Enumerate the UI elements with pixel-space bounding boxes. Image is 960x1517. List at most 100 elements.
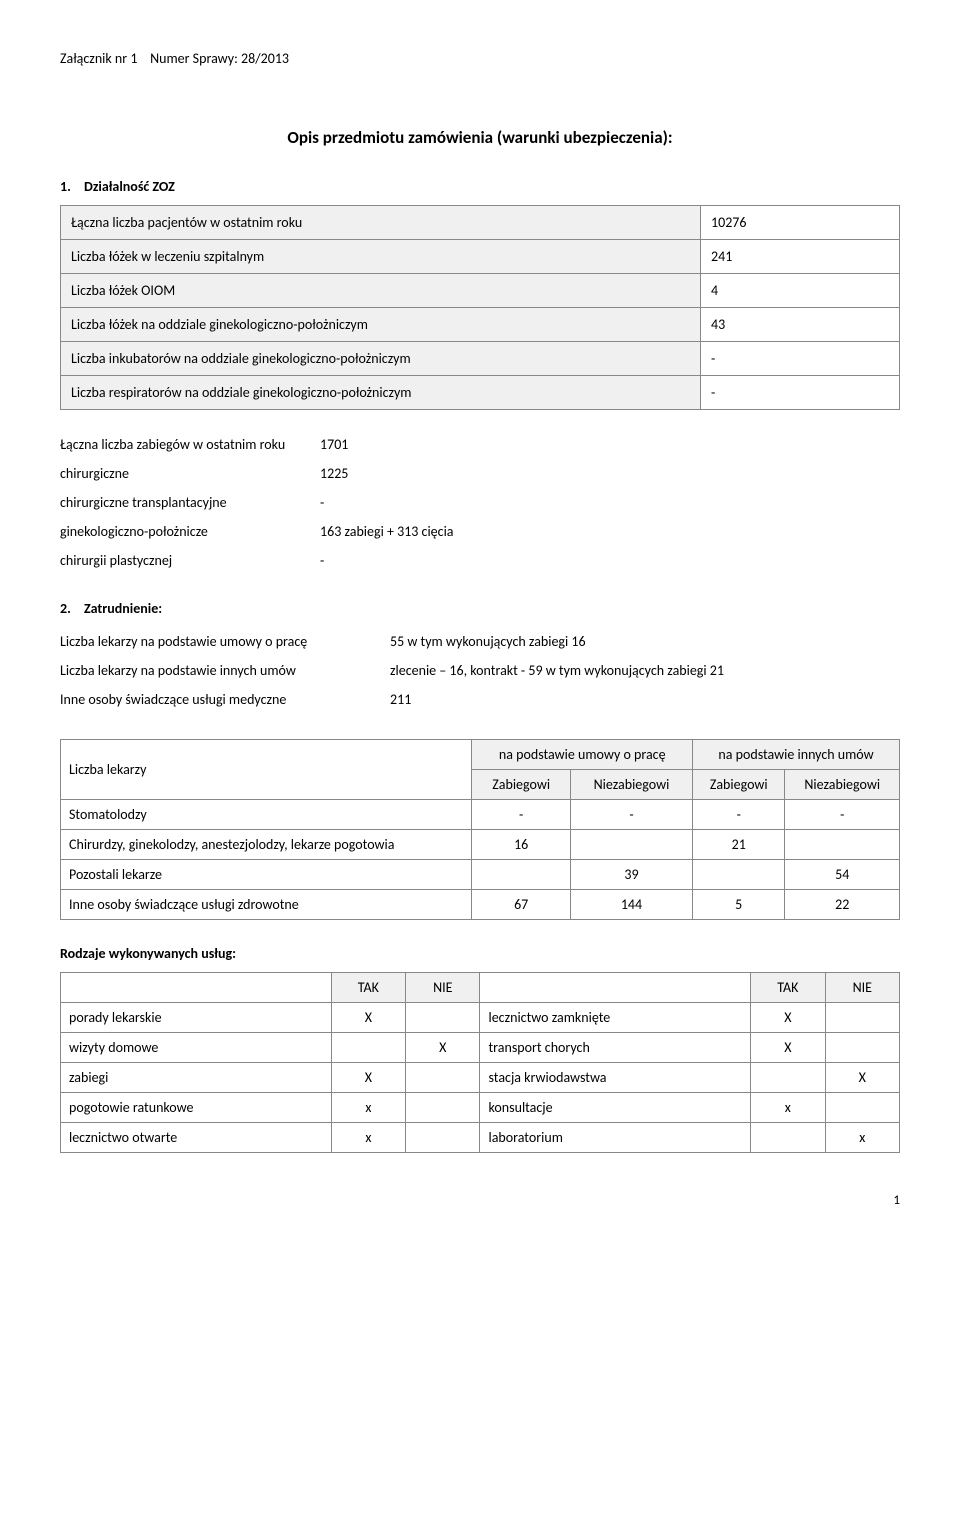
list-item-label: ginekologiczno-położnicze bbox=[60, 523, 320, 540]
table-cell: X bbox=[406, 1033, 480, 1063]
table-cell: - bbox=[570, 800, 692, 830]
table-cell-label: Liczba łóżek na oddziale ginekologiczno-… bbox=[61, 308, 701, 342]
table-cell: - bbox=[693, 800, 785, 830]
table-cell: Chirurdzy, ginekolodzy, anestezjolodzy, … bbox=[61, 830, 472, 860]
case-number: 28/2013 bbox=[241, 50, 289, 67]
services-nie-2: NIE bbox=[825, 973, 899, 1003]
table-cell bbox=[406, 1123, 480, 1153]
table-row: Łączna liczba pacjentów w ostatnim roku1… bbox=[61, 206, 900, 240]
case-label: Numer Sprawy: bbox=[150, 50, 238, 67]
table-cell bbox=[693, 860, 785, 890]
table-cell: transport chorych bbox=[480, 1033, 751, 1063]
table-cell bbox=[825, 1033, 899, 1063]
list-item-value: 1225 bbox=[320, 465, 520, 482]
list-item-label: chirurgii plastycznej bbox=[60, 552, 320, 569]
list-item-value: 1701 bbox=[320, 436, 520, 453]
table-row: Liczba inkubatorów na oddziale ginekolog… bbox=[61, 342, 900, 376]
table-row: porady lekarskieXlecznictwo zamknięteX bbox=[61, 1003, 900, 1033]
table-row: pogotowie ratunkowexkonsultacjex bbox=[61, 1093, 900, 1123]
list-item-label: Liczba lekarzy na podstawie innych umów bbox=[60, 662, 390, 679]
table-row: zabiegiXstacja krwiodawstwaX bbox=[61, 1063, 900, 1093]
attachment-label: Załącznik nr 1 bbox=[60, 50, 137, 67]
table-cell: - bbox=[785, 800, 900, 830]
table-cell bbox=[472, 860, 571, 890]
table-cell-value: 10276 bbox=[701, 206, 900, 240]
table-cell: X bbox=[751, 1033, 825, 1063]
table-cell bbox=[406, 1063, 480, 1093]
table-cell: 22 bbox=[785, 890, 900, 920]
list-item-value: zlecenie – 16, kontrakt - 59 w tym wykon… bbox=[390, 662, 900, 679]
list-item: Liczba lekarzy na podstawie umowy o prac… bbox=[60, 627, 900, 656]
table-cell: porady lekarskie bbox=[61, 1003, 332, 1033]
table-cell: x bbox=[331, 1093, 405, 1123]
table-cell: lecznictwo zamknięte bbox=[480, 1003, 751, 1033]
doctors-table-h2c: Zabiegowi bbox=[693, 770, 785, 800]
table-cell: lecznictwo otwarte bbox=[61, 1123, 332, 1153]
doctors-table-h2a: Zabiegowi bbox=[472, 770, 571, 800]
table-row: Chirurdzy, ginekolodzy, anestezjolodzy, … bbox=[61, 830, 900, 860]
table-cell: 144 bbox=[570, 890, 692, 920]
table-cell: 16 bbox=[472, 830, 571, 860]
table-cell: wizyty domowe bbox=[61, 1033, 332, 1063]
table-cell bbox=[751, 1063, 825, 1093]
table-cell-value: - bbox=[701, 342, 900, 376]
list-item-label: Łączna liczba zabiegów w ostatnim roku bbox=[60, 436, 320, 453]
table-row: Stomatolodzy---- bbox=[61, 800, 900, 830]
table-cell: x bbox=[825, 1123, 899, 1153]
services-table: TAK NIE TAK NIE porady lekarskieXlecznic… bbox=[60, 972, 900, 1153]
doctors-table-h1a: na podstawie umowy o pracę bbox=[472, 740, 693, 770]
list-item: chirurgii plastycznej- bbox=[60, 546, 900, 575]
section-2-heading: 2. Zatrudnienie: bbox=[60, 600, 900, 617]
services-tak-2: TAK bbox=[751, 973, 825, 1003]
list-item-value: - bbox=[320, 494, 520, 511]
table-cell bbox=[406, 1093, 480, 1123]
table-cell-label: Liczba inkubatorów na oddziale ginekolog… bbox=[61, 342, 701, 376]
table-row: Liczba respiratorów na oddziale ginekolo… bbox=[61, 376, 900, 410]
list-item-label: Inne osoby świadczące usługi medyczne bbox=[60, 691, 390, 708]
table-cell bbox=[785, 830, 900, 860]
zoz-table: Łączna liczba pacjentów w ostatnim roku1… bbox=[60, 205, 900, 410]
doctors-table-h2b: Niezabiegowi bbox=[570, 770, 692, 800]
list-item-label: chirurgiczne bbox=[60, 465, 320, 482]
services-tak-1: TAK bbox=[331, 973, 405, 1003]
services-heading: Rodzaje wykonywanych usług: bbox=[60, 945, 900, 962]
table-cell: 21 bbox=[693, 830, 785, 860]
page-header: Załącznik nr 1 Numer Sprawy: 28/2013 bbox=[60, 50, 900, 67]
table-cell bbox=[825, 1003, 899, 1033]
table-cell: x bbox=[751, 1093, 825, 1123]
table-cell-value: 4 bbox=[701, 274, 900, 308]
table-cell-label: Liczba łóżek OIOM bbox=[61, 274, 701, 308]
list-item-value: - bbox=[320, 552, 520, 569]
table-cell bbox=[570, 830, 692, 860]
section-1-title: Działalność ZOZ bbox=[84, 178, 175, 195]
doctors-table-corner: Liczba lekarzy bbox=[61, 740, 472, 800]
services-nie-1: NIE bbox=[406, 973, 480, 1003]
table-cell: 39 bbox=[570, 860, 692, 890]
list-item: chirurgiczne1225 bbox=[60, 459, 900, 488]
table-cell-value: - bbox=[701, 376, 900, 410]
doctors-table: Liczba lekarzy na podstawie umowy o prac… bbox=[60, 739, 900, 920]
procedures-list: Łączna liczba zabiegów w ostatnim roku17… bbox=[60, 430, 900, 575]
section-1-number: 1. bbox=[60, 178, 84, 195]
table-cell-label: Łączna liczba pacjentów w ostatnim roku bbox=[61, 206, 701, 240]
doctors-table-h1b: na podstawie innych umów bbox=[693, 740, 900, 770]
table-cell bbox=[825, 1093, 899, 1123]
table-cell-label: Liczba łóżek w leczeniu szpitalnym bbox=[61, 240, 701, 274]
list-item-label: Liczba lekarzy na podstawie umowy o prac… bbox=[60, 633, 390, 650]
list-item: Inne osoby świadczące usługi medyczne211 bbox=[60, 685, 900, 714]
table-cell: Stomatolodzy bbox=[61, 800, 472, 830]
section-2-number: 2. bbox=[60, 600, 84, 617]
table-row: wizyty domowe Xtransport chorychX bbox=[61, 1033, 900, 1063]
table-cell: Inne osoby świadczące usługi zdrowotne bbox=[61, 890, 472, 920]
list-item: Liczba lekarzy na podstawie innych umówz… bbox=[60, 656, 900, 685]
table-cell: 5 bbox=[693, 890, 785, 920]
table-row: Liczba łóżek w leczeniu szpitalnym241 bbox=[61, 240, 900, 274]
list-item: ginekologiczno-położnicze163 zabiegi + 3… bbox=[60, 517, 900, 546]
table-cell bbox=[406, 1003, 480, 1033]
list-item: chirurgiczne transplantacyjne- bbox=[60, 488, 900, 517]
list-item: Łączna liczba zabiegów w ostatnim roku17… bbox=[60, 430, 900, 459]
table-cell bbox=[331, 1033, 405, 1063]
table-cell: X bbox=[825, 1063, 899, 1093]
page-title: Opis przedmiotu zamówienia (warunki ubez… bbox=[60, 127, 900, 148]
table-cell: pogotowie ratunkowe bbox=[61, 1093, 332, 1123]
